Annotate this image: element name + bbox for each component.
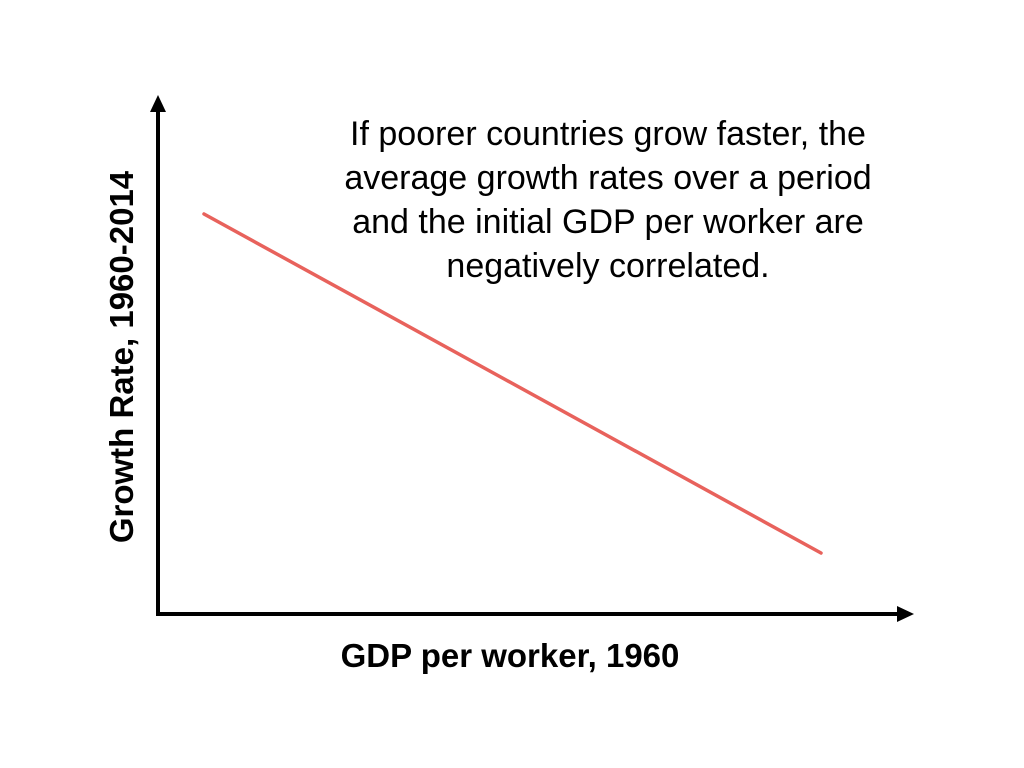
annotation-line-3: and the initial GDP per worker are — [352, 203, 864, 241]
chart-annotation: If poorer countries grow faster, the ave… — [300, 112, 916, 288]
series-layer — [202, 212, 823, 555]
annotation-line-1: If poorer countries grow faster, the — [350, 115, 866, 153]
x-axis-arrowhead — [897, 606, 914, 622]
series-line-1 — [202, 212, 823, 555]
x-axis-label: GDP per worker, 1960 — [340, 637, 680, 674]
y-axis-arrowhead — [150, 95, 166, 112]
annotation-line-2: average growth rates over a period — [344, 159, 872, 197]
y-axis-label: Growth Rate, 1960-2014 — [103, 170, 140, 544]
annotation-line-4: negatively correlated. — [446, 247, 770, 285]
